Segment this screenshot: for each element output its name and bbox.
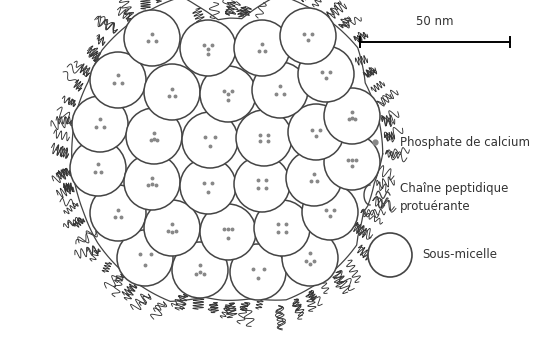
Circle shape — [286, 150, 342, 206]
Circle shape — [234, 156, 290, 212]
Circle shape — [180, 20, 236, 76]
Circle shape — [144, 64, 200, 120]
Circle shape — [200, 66, 256, 122]
Circle shape — [124, 10, 180, 66]
Text: Phosphate de calcium: Phosphate de calcium — [400, 135, 530, 149]
Text: 50 nm: 50 nm — [416, 15, 454, 28]
Circle shape — [180, 158, 236, 214]
Circle shape — [72, 96, 128, 152]
Text: Chaîne peptidique
protuérante: Chaîne peptidique protuérante — [400, 181, 508, 212]
Circle shape — [254, 200, 310, 256]
Circle shape — [234, 20, 290, 76]
Text: Sous-micelle: Sous-micelle — [422, 248, 497, 262]
Circle shape — [288, 104, 344, 160]
Circle shape — [368, 233, 412, 277]
Circle shape — [280, 8, 336, 64]
Circle shape — [126, 108, 182, 164]
Circle shape — [252, 62, 308, 118]
Circle shape — [302, 184, 358, 240]
Circle shape — [236, 110, 292, 166]
Circle shape — [324, 88, 380, 144]
Circle shape — [124, 154, 180, 210]
Circle shape — [90, 52, 146, 108]
Circle shape — [172, 242, 228, 298]
Circle shape — [282, 230, 338, 286]
Circle shape — [117, 230, 173, 286]
Circle shape — [144, 200, 200, 256]
Circle shape — [324, 134, 380, 190]
Circle shape — [230, 244, 286, 300]
Circle shape — [298, 46, 354, 102]
Circle shape — [90, 185, 146, 241]
Circle shape — [182, 112, 238, 168]
Circle shape — [70, 140, 126, 196]
Circle shape — [200, 204, 256, 260]
